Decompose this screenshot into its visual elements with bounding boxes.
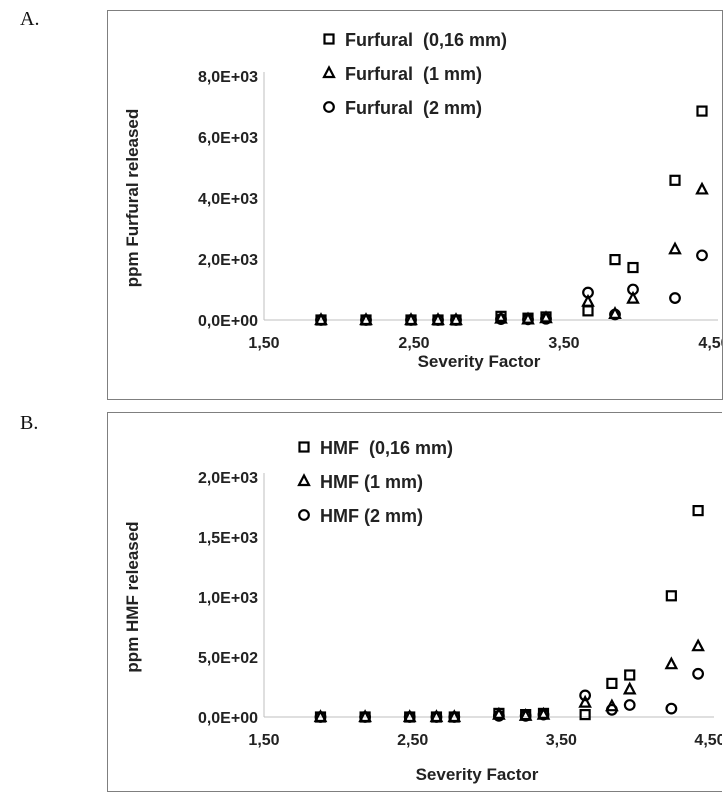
data-point bbox=[627, 261, 639, 274]
series-triangle bbox=[314, 181, 709, 326]
data-point bbox=[492, 706, 506, 720]
x-tick-label: 3,50 bbox=[548, 335, 579, 352]
data-point bbox=[605, 703, 618, 716]
data-point bbox=[540, 312, 552, 325]
data-point bbox=[582, 286, 594, 299]
y-axis-title: ppm HMF released bbox=[123, 521, 142, 672]
data-point bbox=[519, 709, 532, 722]
data-point bbox=[627, 283, 639, 296]
data-point bbox=[579, 709, 591, 721]
x-axis-title: Severity Factor bbox=[416, 765, 539, 784]
chart-frame-b: 0,0E+00 5,0E+02 1,0E+03 1,5E+03 2,0E+03 1,50 2… bbox=[107, 412, 722, 792]
y-tick-label: 8,0E+03 bbox=[198, 69, 258, 86]
data-point bbox=[695, 181, 709, 195]
data-point bbox=[494, 310, 508, 324]
x-tick-label: 1,50 bbox=[248, 732, 279, 749]
data-point bbox=[669, 292, 681, 304]
x-tick-label: 1,50 bbox=[248, 335, 279, 352]
data-point bbox=[579, 689, 592, 702]
x-axis-title: Severity Factor bbox=[418, 352, 541, 371]
y-tick-label: 6,0E+03 bbox=[198, 130, 258, 147]
data-point bbox=[403, 711, 416, 723]
data-point bbox=[696, 105, 708, 117]
x-tick-label: 4,50 bbox=[694, 732, 722, 749]
data-point bbox=[623, 699, 636, 711]
data-point bbox=[626, 290, 640, 304]
data-point bbox=[609, 308, 621, 321]
data-point bbox=[622, 681, 637, 695]
data-point bbox=[665, 590, 677, 602]
legend-label: Furfural (0,16 mm) bbox=[345, 30, 507, 50]
legend-marker-square bbox=[323, 33, 335, 45]
y-tick-label: 1,0E+03 bbox=[198, 590, 258, 607]
series-triangle bbox=[313, 638, 705, 723]
y-tick-label: 4,0E+03 bbox=[198, 191, 258, 208]
legend-marker-circle bbox=[323, 101, 335, 113]
legend-label: HMF (0,16 mm) bbox=[320, 438, 453, 458]
y-tick-label: 0,0E+00 bbox=[198, 313, 258, 330]
y-tick-label: 5,0E+02 bbox=[198, 650, 258, 667]
x-tick-label: 2,50 bbox=[398, 335, 429, 352]
x-tick-label: 2,50 bbox=[397, 732, 428, 749]
data-point bbox=[608, 306, 622, 319]
y-tick-label: 2,0E+03 bbox=[198, 470, 258, 487]
data-point bbox=[405, 314, 417, 326]
data-point bbox=[692, 504, 704, 517]
y-tick-label: 0,0E+00 bbox=[198, 710, 258, 727]
legend-marker-triangle bbox=[322, 65, 336, 79]
panel-label-b: B. bbox=[20, 412, 39, 434]
data-point bbox=[665, 702, 678, 715]
data-point bbox=[578, 694, 592, 708]
data-point bbox=[669, 174, 681, 186]
legend-marker-triangle bbox=[297, 473, 311, 487]
y-tick-label: 2,0E+03 bbox=[198, 252, 258, 269]
legend-label: HMF (2 mm) bbox=[320, 506, 423, 526]
series-square bbox=[314, 504, 704, 723]
panel-label-a: A. bbox=[20, 8, 40, 30]
data-point bbox=[432, 314, 444, 326]
data-point bbox=[360, 314, 372, 326]
data-point bbox=[606, 677, 618, 689]
data-point bbox=[539, 310, 553, 324]
legend-label: Furfural (1 mm) bbox=[345, 64, 482, 84]
data-point bbox=[315, 314, 327, 326]
legend-label: HMF (1 mm) bbox=[320, 472, 423, 492]
data-point bbox=[492, 709, 505, 722]
data-point bbox=[314, 711, 327, 723]
data-point bbox=[582, 305, 594, 317]
data-point bbox=[448, 711, 461, 723]
data-point bbox=[609, 254, 621, 266]
data-point bbox=[450, 314, 462, 326]
data-point bbox=[664, 656, 679, 670]
series-circle bbox=[314, 667, 705, 723]
x-tick-label: 3,50 bbox=[546, 732, 577, 749]
data-point bbox=[692, 667, 705, 680]
series-circle bbox=[315, 249, 708, 326]
y-tick-label: 1,5E+03 bbox=[198, 530, 258, 547]
hmf-scatter-chart: 0,0E+00 5,0E+02 1,0E+03 1,5E+03 2,0E+03 1,50 2… bbox=[123, 438, 722, 784]
data-point bbox=[537, 708, 550, 721]
legend-marker-square bbox=[298, 441, 310, 453]
data-point bbox=[696, 249, 708, 262]
legend-label: Furfural (2 mm) bbox=[345, 98, 482, 118]
data-point bbox=[691, 638, 705, 652]
furfural-scatter-chart: 0,0E+00 2,0E+03 4,0E+03 6,0E+03 8,0E+03 1,50 2… bbox=[123, 30, 722, 371]
data-point bbox=[581, 293, 595, 307]
data-point bbox=[668, 241, 682, 255]
data-point bbox=[522, 313, 534, 326]
y-axis-title: ppm Furfural released bbox=[123, 109, 142, 288]
data-point bbox=[430, 711, 443, 723]
data-point bbox=[495, 313, 507, 325]
data-point bbox=[624, 669, 636, 681]
x-tick-label: 4,50 bbox=[698, 335, 722, 352]
legend-marker-circle bbox=[298, 509, 310, 521]
data-point bbox=[359, 711, 371, 723]
series-square bbox=[315, 105, 708, 326]
chart-frame-a: 0,0E+00 2,0E+03 4,0E+03 6,0E+03 8,0E+03 1,50 2… bbox=[107, 10, 723, 400]
